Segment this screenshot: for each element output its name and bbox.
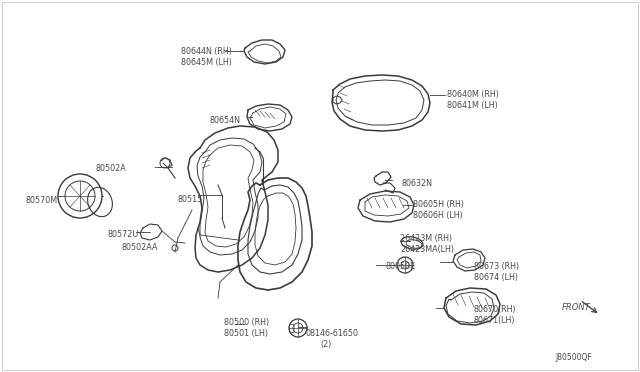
Text: (2): (2) bbox=[320, 340, 332, 349]
Text: 80674 (LH): 80674 (LH) bbox=[474, 273, 518, 282]
Text: 80640M (RH): 80640M (RH) bbox=[447, 90, 499, 99]
Text: 80605H (RH): 80605H (RH) bbox=[413, 200, 464, 209]
Text: 26423MA(LH): 26423MA(LH) bbox=[400, 245, 454, 254]
Text: 80050E: 80050E bbox=[385, 262, 415, 271]
Text: Ⓢ: Ⓢ bbox=[288, 322, 294, 332]
Text: 80515: 80515 bbox=[178, 195, 204, 204]
Text: 80641M (LH): 80641M (LH) bbox=[447, 101, 498, 110]
Text: 80572U: 80572U bbox=[108, 230, 140, 239]
Text: 80645M (LH): 80645M (LH) bbox=[181, 58, 232, 67]
Text: 80654N: 80654N bbox=[209, 116, 240, 125]
Text: 26423M (RH): 26423M (RH) bbox=[400, 234, 452, 243]
Text: FRONT: FRONT bbox=[562, 303, 591, 312]
Text: 80673 (RH): 80673 (RH) bbox=[474, 262, 519, 271]
Text: 08146-61650: 08146-61650 bbox=[306, 329, 359, 338]
Text: 80502A: 80502A bbox=[96, 164, 127, 173]
Text: 80606H (LH): 80606H (LH) bbox=[413, 211, 463, 220]
Text: 80671(LH): 80671(LH) bbox=[474, 316, 515, 325]
Text: 80500 (RH): 80500 (RH) bbox=[224, 318, 269, 327]
Text: 80570M: 80570M bbox=[26, 196, 58, 205]
Text: 80644N (RH): 80644N (RH) bbox=[181, 47, 232, 56]
Text: 80502AA: 80502AA bbox=[121, 243, 157, 252]
Text: J80500QF: J80500QF bbox=[555, 353, 592, 362]
Text: 80632N: 80632N bbox=[402, 179, 433, 188]
Text: 80670(RH): 80670(RH) bbox=[474, 305, 516, 314]
Text: 80501 (LH): 80501 (LH) bbox=[224, 329, 268, 338]
